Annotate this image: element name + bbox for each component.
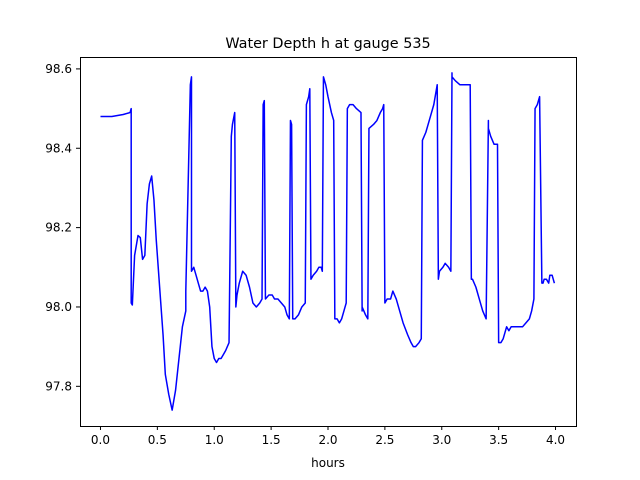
x-tick-label: 1.0 <box>205 433 224 447</box>
x-tick-label: 2.0 <box>318 433 337 447</box>
x-tick-label: 3.5 <box>489 433 508 447</box>
series-line-0 <box>100 72 556 411</box>
y-tick-label: 98.4 <box>45 141 72 155</box>
x-tick-label: 2.5 <box>375 433 394 447</box>
x-tick-label: 0.5 <box>148 433 167 447</box>
x-tick-label: 0.0 <box>91 433 110 447</box>
x-tick-label: 1.5 <box>262 433 281 447</box>
x-axis: 0.0 0.5 1.0 1.5 2.0 2.5 3.0 3.5 4.0 <box>91 426 565 447</box>
series-layer <box>100 72 556 411</box>
y-tick-label: 97.8 <box>45 379 72 393</box>
x-tick-label: 3.0 <box>432 433 451 447</box>
y-tick-label: 98.6 <box>45 62 72 76</box>
y-axis: 97.8 98.0 98.2 98.4 98.6 <box>45 62 80 393</box>
chart-title: Water Depth h at gauge 535 <box>225 36 430 52</box>
y-tick-label: 98.0 <box>45 300 72 314</box>
x-tick-label: 4.0 <box>546 433 565 447</box>
y-tick-label: 98.2 <box>45 221 72 235</box>
x-axis-label: hours <box>311 456 345 470</box>
